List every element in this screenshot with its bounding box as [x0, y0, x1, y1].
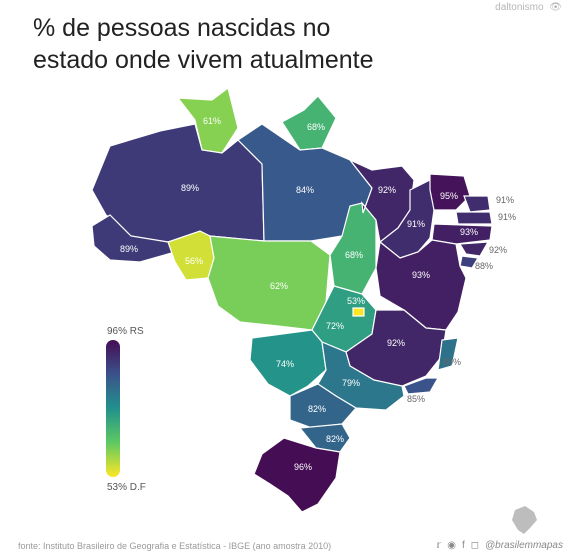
state-rs	[253, 437, 341, 513]
label-pi: 91%	[407, 219, 425, 229]
label-rr: 61%	[203, 116, 221, 126]
state-ms	[249, 329, 327, 397]
state-mg	[345, 309, 447, 387]
label-ce: 95%	[440, 191, 458, 201]
state-pb	[455, 211, 493, 225]
title-line-2: estado onde vivem atualmente	[33, 46, 374, 74]
legend-min-label: 53% D.F	[107, 482, 146, 493]
label-rn: 91%	[496, 195, 514, 205]
title-line-1: % de pessoas nascidas no	[33, 14, 331, 42]
social-links: 𝕣 ◉ f ◻ @brasilemmapas	[436, 540, 563, 551]
state-rr	[176, 86, 239, 154]
chart-title: % de pessoas nascidas no estado onde viv…	[33, 12, 433, 76]
label-to: 68%	[345, 250, 363, 260]
label-ap: 68%	[307, 122, 325, 132]
label-ba: 93%	[412, 270, 430, 280]
label-pe: 93%	[460, 227, 478, 237]
eye-icon: 👁	[549, 2, 562, 13]
facebook-icon[interactable]: f	[461, 540, 465, 551]
state-pr	[289, 383, 357, 429]
label-rs: 96%	[294, 462, 312, 472]
label-df: 53%	[347, 296, 365, 306]
label-pb: 91%	[498, 212, 516, 222]
state-sp	[317, 341, 405, 411]
state-es	[437, 337, 459, 371]
state-sc	[298, 423, 351, 453]
label-sp: 79%	[342, 378, 360, 388]
label-rj: 85%	[407, 394, 425, 404]
state-df	[352, 307, 365, 317]
color-legend: 96% RS 53% D.F	[106, 326, 146, 493]
state-pe	[431, 223, 493, 245]
label-ms: 74%	[276, 359, 294, 369]
label-mt: 62%	[270, 281, 288, 291]
label-mg: 92%	[387, 338, 405, 348]
label-pa: 84%	[296, 185, 314, 195]
social-handle[interactable]: @brasilemmapas	[485, 540, 563, 551]
twitter-icon[interactable]: 𝕣	[436, 540, 442, 551]
reddit-icon[interactable]: ◉	[447, 540, 456, 551]
label-al: 92%	[489, 245, 507, 255]
state-rj	[403, 377, 440, 395]
source-note: fonte: Instituto Brasileiro de Geografia…	[18, 541, 332, 551]
state-ba	[375, 239, 467, 331]
label-go: 72%	[326, 321, 344, 331]
state-se	[459, 255, 479, 269]
legend-max-label: 96% RS	[107, 326, 144, 337]
label-pr: 82%	[308, 404, 326, 414]
colorblind-toggle[interactable]: daltonismo 👁	[495, 2, 562, 13]
instagram-icon[interactable]: ◻	[470, 540, 480, 551]
state-al	[458, 241, 490, 257]
state-mt	[207, 235, 331, 331]
state-rn	[463, 195, 491, 213]
brand-logo-icon	[512, 506, 537, 534]
label-se: 88%	[475, 261, 493, 271]
label-am: 89%	[181, 183, 199, 193]
colorblind-label: daltonismo	[495, 2, 544, 13]
label-es: 80%	[443, 357, 461, 367]
state-ce	[429, 173, 471, 211]
label-ro: 56%	[185, 256, 203, 266]
legend-gradient-bar	[106, 340, 120, 477]
label-ma: 92%	[378, 185, 396, 195]
label-ac: 89%	[120, 244, 138, 254]
label-sc: 82%	[326, 434, 344, 444]
